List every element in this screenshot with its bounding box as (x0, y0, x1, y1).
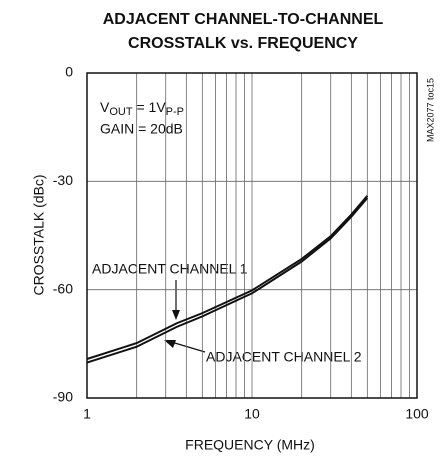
plot-frame (86, 72, 418, 399)
series-label: ADJACENT CHANNEL 2 (206, 349, 362, 365)
annotation-part: OUT (109, 106, 133, 118)
annotation-part: P-P (166, 106, 184, 118)
y-tick-label: -60 (53, 280, 73, 296)
arrow-head (172, 310, 180, 320)
annotation: GAIN = 20dB (100, 121, 183, 137)
x-tick-label: 100 (405, 406, 429, 422)
arrow-head (164, 340, 176, 348)
chart-title: ADJACENT CHANNEL-TO-CHANNEL (103, 11, 384, 28)
x-tick-label: 1 (83, 406, 91, 422)
series-line (86, 197, 369, 364)
annotation: VOUT = 1VP-P (100, 99, 184, 118)
x-tick-label: 10 (244, 406, 260, 422)
series-label: ADJACENT CHANNEL 1 (92, 261, 248, 277)
annotation-part: V (100, 99, 110, 115)
side-note: MAX2077 toc15 (425, 78, 435, 142)
y-axis-label: CROSSTALK (dBc) (31, 174, 47, 295)
annotation-part: = 1V (133, 99, 167, 115)
chart-title: CROSSTALK vs. FREQUENCY (128, 35, 358, 52)
y-tick-label: -90 (53, 389, 73, 405)
y-tick-label: 0 (65, 64, 73, 80)
series-line (86, 195, 369, 360)
x-axis-label: FREQUENCY (MHz) (185, 437, 315, 453)
y-tick-label: -30 (53, 172, 73, 188)
